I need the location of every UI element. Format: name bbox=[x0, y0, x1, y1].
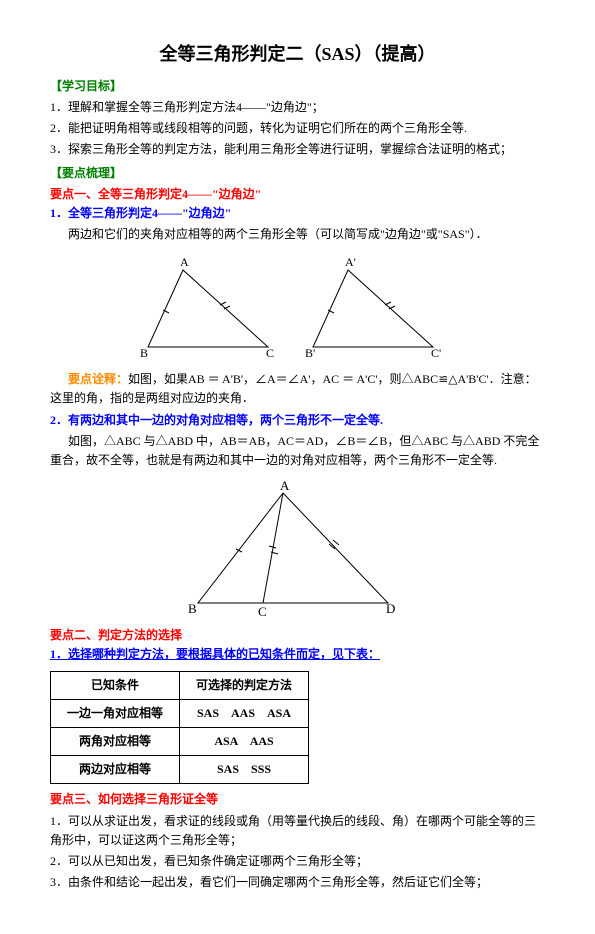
table-cell: 一边一角对应相等 bbox=[51, 699, 180, 727]
goal-item-3: 3．探索三角形全等的判定方法，能利用三角形全等进行证明，掌握综合法证明的格式； bbox=[50, 140, 545, 159]
table-row: 两边对应相等 SAS SSS bbox=[51, 756, 309, 784]
svg-text:B': B' bbox=[305, 346, 315, 360]
point1-heading: 要点一、全等三角形判定4——"边角边" bbox=[50, 185, 545, 204]
table-cell: SAS SSS bbox=[180, 756, 309, 784]
table-cell: 两边对应相等 bbox=[51, 756, 180, 784]
point1-interp: 要点诠释：如图，如果AB ＝ A'B'，∠A＝∠A'，AC ＝ A'C'，则△A… bbox=[50, 370, 545, 408]
svg-text:A: A bbox=[180, 255, 189, 269]
point3-item-2: 2．可以从已知出发，看已知条件确定证哪两个三角形全等； bbox=[50, 852, 545, 871]
svg-text:A': A' bbox=[345, 255, 356, 269]
figure-abd-abc: A B C D bbox=[188, 478, 408, 618]
point3-heading: 要点三、如何选择三角形证全等 bbox=[50, 790, 545, 809]
interp-label: 要点诠释： bbox=[68, 372, 128, 386]
table-header: 已知条件 bbox=[51, 671, 180, 699]
point1-sub: 1．全等三角形判定4——"边角边" bbox=[50, 204, 545, 223]
svg-text:C: C bbox=[258, 604, 267, 618]
table-row: 已知条件 可选择的判定方法 bbox=[51, 671, 309, 699]
table-cell: 两角对应相等 bbox=[51, 727, 180, 755]
goal-item-1: 1．理解和掌握全等三角形判定方法4——"边角边"； bbox=[50, 98, 545, 117]
point1-body2: 如图，△ABC 与△ABD 中，AB＝AB，AC＝AD，∠B＝∠B，但△ABC … bbox=[50, 432, 545, 470]
svg-text:D: D bbox=[386, 601, 395, 616]
svg-text:B: B bbox=[140, 346, 148, 360]
key-points-heading: 【要点梳理】 bbox=[50, 164, 545, 183]
point1-sub2: 2．有两边和其中一边的对角对应相等，两个三角形不一定全等. bbox=[50, 411, 545, 430]
table-row: 一边一角对应相等 SAS AAS ASA bbox=[51, 699, 309, 727]
point1-body: 两边和它们的夹角对应相等的两个三角形全等（可以简写成"边角边"或"SAS"）． bbox=[50, 225, 545, 244]
point3-item-3: 3．由条件和结论一起出发，看它们一同确定哪两个三角形全等，然后证它们全等； bbox=[50, 873, 545, 892]
point2-heading: 要点二、判定方法的选择 bbox=[50, 626, 545, 645]
svg-text:C: C bbox=[266, 346, 274, 360]
table-cell: SAS AAS ASA bbox=[180, 699, 309, 727]
point3-item-1: 1．可以从求证出发，看求证的线段或角（用等量代换后的线段、角）在哪两个可能全等的… bbox=[50, 812, 545, 850]
point2-sub: 1．选择哪种判定方法，要根据具体的已知条件而定，见下表： bbox=[50, 645, 545, 664]
svg-text:C': C' bbox=[431, 346, 441, 360]
page-title: 全等三角形判定二（SAS）（提高） bbox=[50, 40, 545, 69]
table-row: 两角对应相等 ASA AAS bbox=[51, 727, 309, 755]
goal-item-2: 2．能把证明角相等或线段相等的问题，转化为证明它们所在的两个三角形全等. bbox=[50, 119, 545, 138]
learning-goals-heading: 【学习目标】 bbox=[50, 77, 545, 96]
svg-text:A: A bbox=[280, 478, 290, 493]
table-header: 可选择的判定方法 bbox=[180, 671, 309, 699]
svg-text:B: B bbox=[188, 601, 197, 616]
criteria-table: 已知条件 可选择的判定方法 一边一角对应相等 SAS AAS ASA 两角对应相… bbox=[50, 671, 309, 785]
figure-two-triangles: A B C A' B' C' bbox=[138, 252, 458, 362]
table-cell: ASA AAS bbox=[180, 727, 309, 755]
